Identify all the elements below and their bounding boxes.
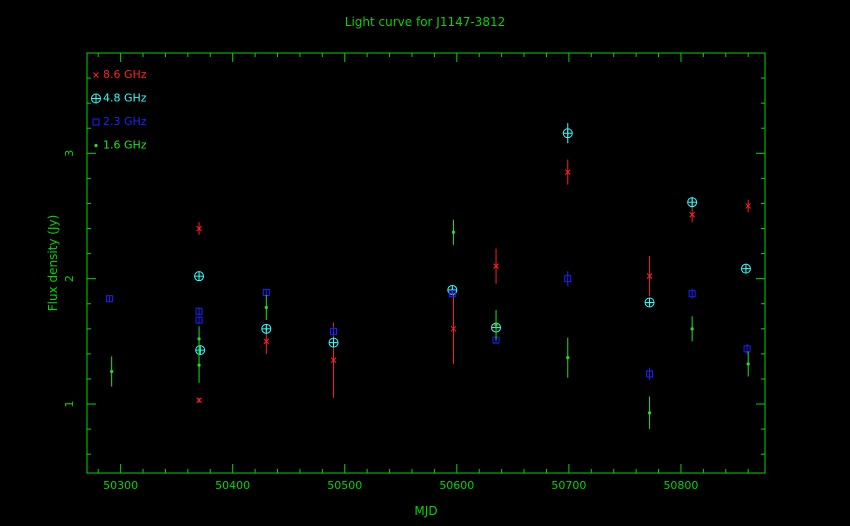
data-point xyxy=(194,271,205,282)
series-4-8-ghz xyxy=(194,123,751,356)
data-point xyxy=(451,219,456,245)
data-point xyxy=(644,297,655,308)
legend-item: 8.6 GHz xyxy=(93,68,147,81)
data-point xyxy=(647,396,652,430)
data-point xyxy=(261,323,272,334)
data-point xyxy=(566,337,570,378)
legend-item: 1.6 GHz xyxy=(94,139,147,152)
series-8-6-ghz xyxy=(196,159,752,404)
y-tick-label: 1 xyxy=(63,401,76,408)
data-point xyxy=(450,293,457,364)
data-point xyxy=(328,337,339,348)
x-tick-label: 50800 xyxy=(663,479,698,492)
axis-ticks: 50300 50400 50500 50600 50700 50800 1 2 3 xyxy=(63,52,765,492)
y-tick-label: 2 xyxy=(63,275,76,282)
x-tick-label: 50700 xyxy=(551,479,586,492)
data-point xyxy=(688,288,696,299)
y-axis-label: Flux density (Jy) xyxy=(46,215,60,312)
data-point xyxy=(197,347,201,383)
data-point xyxy=(564,159,571,185)
y-tick-label: 3 xyxy=(63,150,76,157)
data-point xyxy=(689,207,696,223)
x-axis-label: MJD xyxy=(414,504,437,518)
data-point xyxy=(562,123,573,144)
data-point xyxy=(196,222,202,235)
data-point xyxy=(740,263,751,274)
data-point xyxy=(195,307,203,316)
legend-label: 4.8 GHz xyxy=(103,92,147,105)
legend-item: 2.3 GHz xyxy=(92,115,147,128)
data-point xyxy=(494,310,498,341)
x-tick-label: 50400 xyxy=(215,479,250,492)
data-point xyxy=(110,356,114,387)
legend-label: 1.6 GHz xyxy=(103,139,147,152)
series-2-3-ghz xyxy=(105,271,751,381)
data-point xyxy=(743,343,751,354)
legend-label: 8.6 GHz xyxy=(103,68,147,81)
x-tick-label: 50300 xyxy=(103,479,138,492)
data-point xyxy=(195,345,206,356)
plot-frame xyxy=(86,52,766,474)
data-marks xyxy=(105,123,752,430)
data-point xyxy=(196,397,202,404)
series-1-6-ghz xyxy=(110,219,750,430)
data-point xyxy=(745,199,752,213)
legend-item: 4.8 GHz xyxy=(91,92,147,105)
legend: 8.6 GHz 4.8 GHz 2.3 GHz 1.6 GHz xyxy=(91,68,147,152)
legend-label: 2.3 GHz xyxy=(103,115,147,128)
data-point xyxy=(690,316,694,342)
chart-title: Light curve for J1147-3812 xyxy=(345,15,505,29)
data-point xyxy=(264,294,268,321)
data-point xyxy=(105,295,113,303)
data-point xyxy=(687,197,698,208)
x-tick-label: 50600 xyxy=(439,479,474,492)
data-point xyxy=(746,351,750,377)
data-point xyxy=(564,271,572,287)
data-point xyxy=(646,256,653,297)
data-point xyxy=(195,316,203,324)
data-point xyxy=(448,289,456,298)
data-point xyxy=(197,326,201,352)
x-tick-label: 50500 xyxy=(327,479,362,492)
data-point xyxy=(646,367,654,381)
data-point xyxy=(493,248,499,284)
data-point xyxy=(330,326,338,337)
